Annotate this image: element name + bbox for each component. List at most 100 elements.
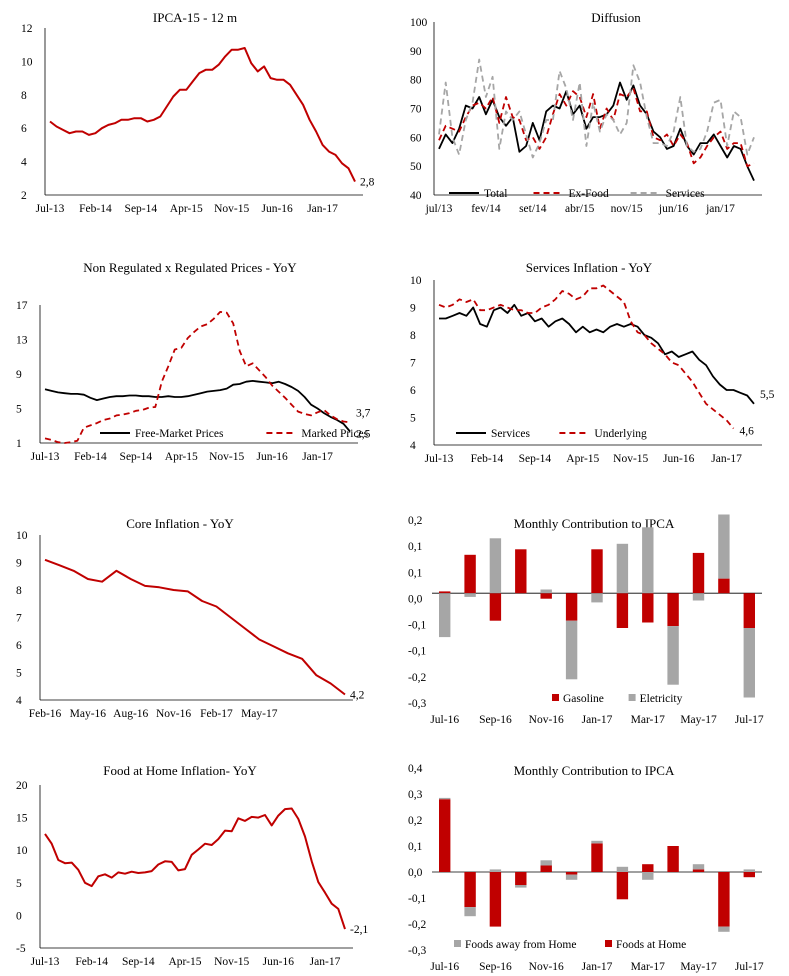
y-tick-label: 100 xyxy=(410,17,428,29)
series-line-services xyxy=(439,303,755,405)
y-tick-label: 10 xyxy=(410,275,422,287)
y-tick-label: 5 xyxy=(16,668,22,680)
bar-gasoline xyxy=(718,578,730,594)
y-tick-label: 9 xyxy=(410,303,416,315)
bar-foods-at-home xyxy=(515,872,527,885)
x-tick-label: Nov-15 xyxy=(214,203,249,215)
x-tick-label: jan/17 xyxy=(705,203,735,215)
x-tick-label: Nov-15 xyxy=(209,451,244,463)
legend-label: Foods away from Home xyxy=(465,939,576,951)
y-tick-label: 10 xyxy=(16,530,28,542)
y-tick-label: -0,1 xyxy=(408,646,426,658)
x-tick-label: Jun-16 xyxy=(261,203,293,215)
y-tick-label: 9 xyxy=(16,369,22,381)
legend-label: Free-Market Prices xyxy=(135,428,224,440)
bar-foods-away-from-home xyxy=(616,866,629,872)
chart-services-inflation: Services Inflation - YoY 4 5 6 7 8 9 10 Jul-13 Fe… xyxy=(410,260,775,465)
legend-label: Services xyxy=(666,188,705,200)
y-tick-label: 2 xyxy=(21,190,27,202)
x-tick-label: Sep-14 xyxy=(122,956,155,968)
x-tick-label: Apr-15 xyxy=(165,451,198,463)
end-value-label: 2,8 xyxy=(360,177,375,189)
x-tick-label: Jul-13 xyxy=(36,203,65,215)
bar-eletricity xyxy=(489,538,502,594)
chart-title: Food at Home Inflation- YoY xyxy=(103,763,257,778)
legend-label: Total xyxy=(484,188,507,200)
y-tick-label: -0,2 xyxy=(408,919,426,931)
x-tick-label: fev/14 xyxy=(471,203,501,215)
bar-foods-away-from-home xyxy=(464,907,476,917)
x-tick-label: set/14 xyxy=(519,203,547,215)
y-tick-label: 70 xyxy=(410,104,422,116)
x-tick-label: Apr-15 xyxy=(566,453,599,465)
chart-food-at-home: Food at Home Inflation- YoY -5 0 5 10 15 20 Jul… xyxy=(16,763,368,968)
series-line-marked-prices xyxy=(44,311,351,444)
bar-eletricity xyxy=(591,593,603,603)
y-tick-label: -0,3 xyxy=(408,698,426,710)
x-tick-label: Sep-16 xyxy=(479,714,512,726)
x-tick-label: May-17 xyxy=(241,708,278,720)
x-tick-label: May-16 xyxy=(70,708,107,720)
x-tick-label: Nov-15 xyxy=(613,453,648,465)
y-tick-label: 7 xyxy=(16,613,22,625)
bar-eletricity xyxy=(565,620,578,680)
y-tick-label: 60 xyxy=(410,132,422,144)
bar-gasoline xyxy=(616,593,629,628)
bar-eletricity xyxy=(616,543,629,594)
x-tick-label: Jan-17 xyxy=(307,203,338,215)
x-tick-label: Feb-14 xyxy=(79,203,112,215)
legend-swatch xyxy=(628,694,636,701)
bar-foods-away-from-home xyxy=(718,926,730,932)
y-tick-label: -0,1 xyxy=(408,620,426,632)
x-tick-label: Jan-17 xyxy=(582,961,613,973)
x-tick-label: Apr-15 xyxy=(170,203,203,215)
bar-foods-at-home xyxy=(743,872,755,878)
chart-regulated-prices: Non Regulated x Regulated Prices - YoY 1 5… xyxy=(16,260,371,463)
series-line-ex-food xyxy=(438,87,755,168)
y-tick-label: 80 xyxy=(410,75,422,87)
y-tick-label: 4 xyxy=(21,157,27,169)
legend-label: Services xyxy=(491,428,530,440)
bar-eletricity xyxy=(464,593,476,597)
series-line-free-market-prices xyxy=(44,379,351,433)
bar-foods-away-from-home xyxy=(692,864,705,870)
bar-gasoline xyxy=(439,591,451,594)
bar-gasoline xyxy=(464,554,476,594)
x-tick-label: Jul-13 xyxy=(31,956,60,968)
y-tick-label: 6 xyxy=(21,123,27,135)
end-value-label: 5,5 xyxy=(760,389,775,401)
y-tick-label: 0,2 xyxy=(408,515,423,527)
x-tick-label: Nov-15 xyxy=(214,956,249,968)
x-tick-label: Mar-17 xyxy=(631,714,666,726)
y-tick-label: 10 xyxy=(21,56,33,68)
x-tick-label: jul/13 xyxy=(425,203,453,215)
x-tick-label: Jun-16 xyxy=(263,956,295,968)
chart-title: Core Inflation - YoY xyxy=(126,516,234,531)
y-tick-label: 0,1 xyxy=(408,567,423,579)
chart-title: IPCA-15 - 12 m xyxy=(153,10,237,25)
x-tick-label: May-17 xyxy=(680,961,717,973)
bar-foods-away-from-home xyxy=(565,874,578,880)
y-tick-label: 5 xyxy=(16,404,22,416)
y-tick-label: 10 xyxy=(16,845,28,857)
bar-foods-away-from-home xyxy=(743,869,755,872)
y-tick-label: 9 xyxy=(16,558,22,570)
legend-label: Eletricity xyxy=(640,693,683,705)
legend-label: Ex-Food xyxy=(569,188,610,200)
bar-foods-at-home xyxy=(667,846,679,872)
y-tick-label: 8 xyxy=(410,330,416,342)
y-tick-label: -0,2 xyxy=(408,672,426,684)
bar-gasoline xyxy=(667,593,679,627)
bar-gasoline xyxy=(743,593,755,628)
bar-foods-away-from-home xyxy=(540,860,552,866)
bar-gasoline xyxy=(489,593,502,621)
bar-gasoline xyxy=(692,552,705,594)
x-tick-label: Feb-16 xyxy=(29,708,62,720)
bar-foods-at-home xyxy=(718,872,730,927)
y-tick-label: 6 xyxy=(16,640,22,652)
end-value-label: 4,2 xyxy=(350,690,365,702)
y-tick-label: 0,3 xyxy=(408,789,423,801)
y-tick-label: 0,4 xyxy=(408,763,423,775)
chart-title: Non Regulated x Regulated Prices - YoY xyxy=(83,260,297,275)
x-tick-label: jun/16 xyxy=(658,203,689,215)
